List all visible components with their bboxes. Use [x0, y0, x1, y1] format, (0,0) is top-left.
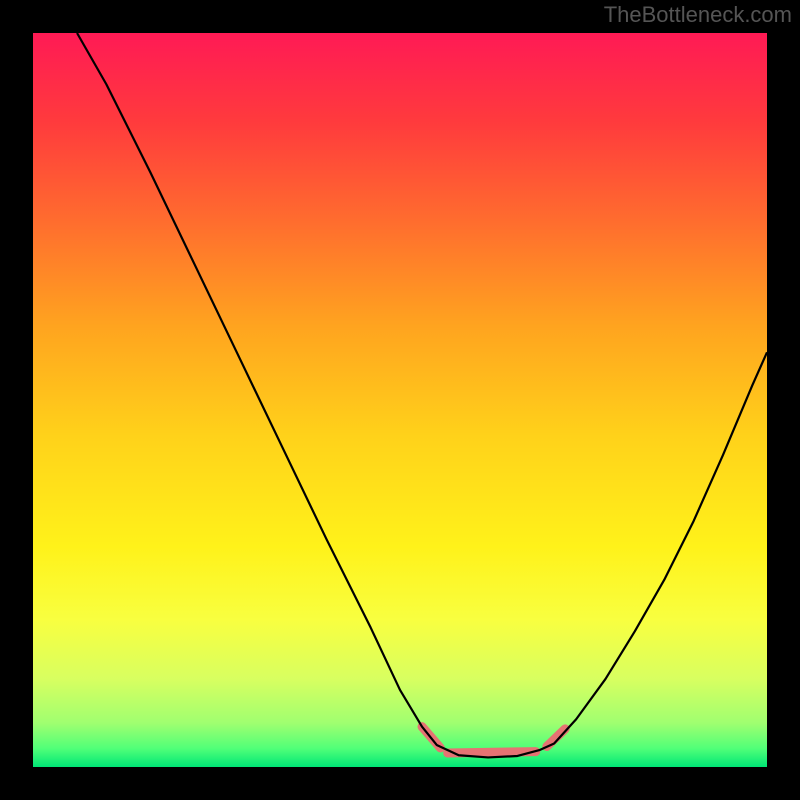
chart-svg — [0, 0, 800, 800]
chart-root: TheBottleneck.com — [0, 0, 800, 800]
plot-area — [33, 33, 767, 767]
highlight-segment-1 — [448, 752, 536, 753]
watermark-text: TheBottleneck.com — [604, 2, 792, 28]
